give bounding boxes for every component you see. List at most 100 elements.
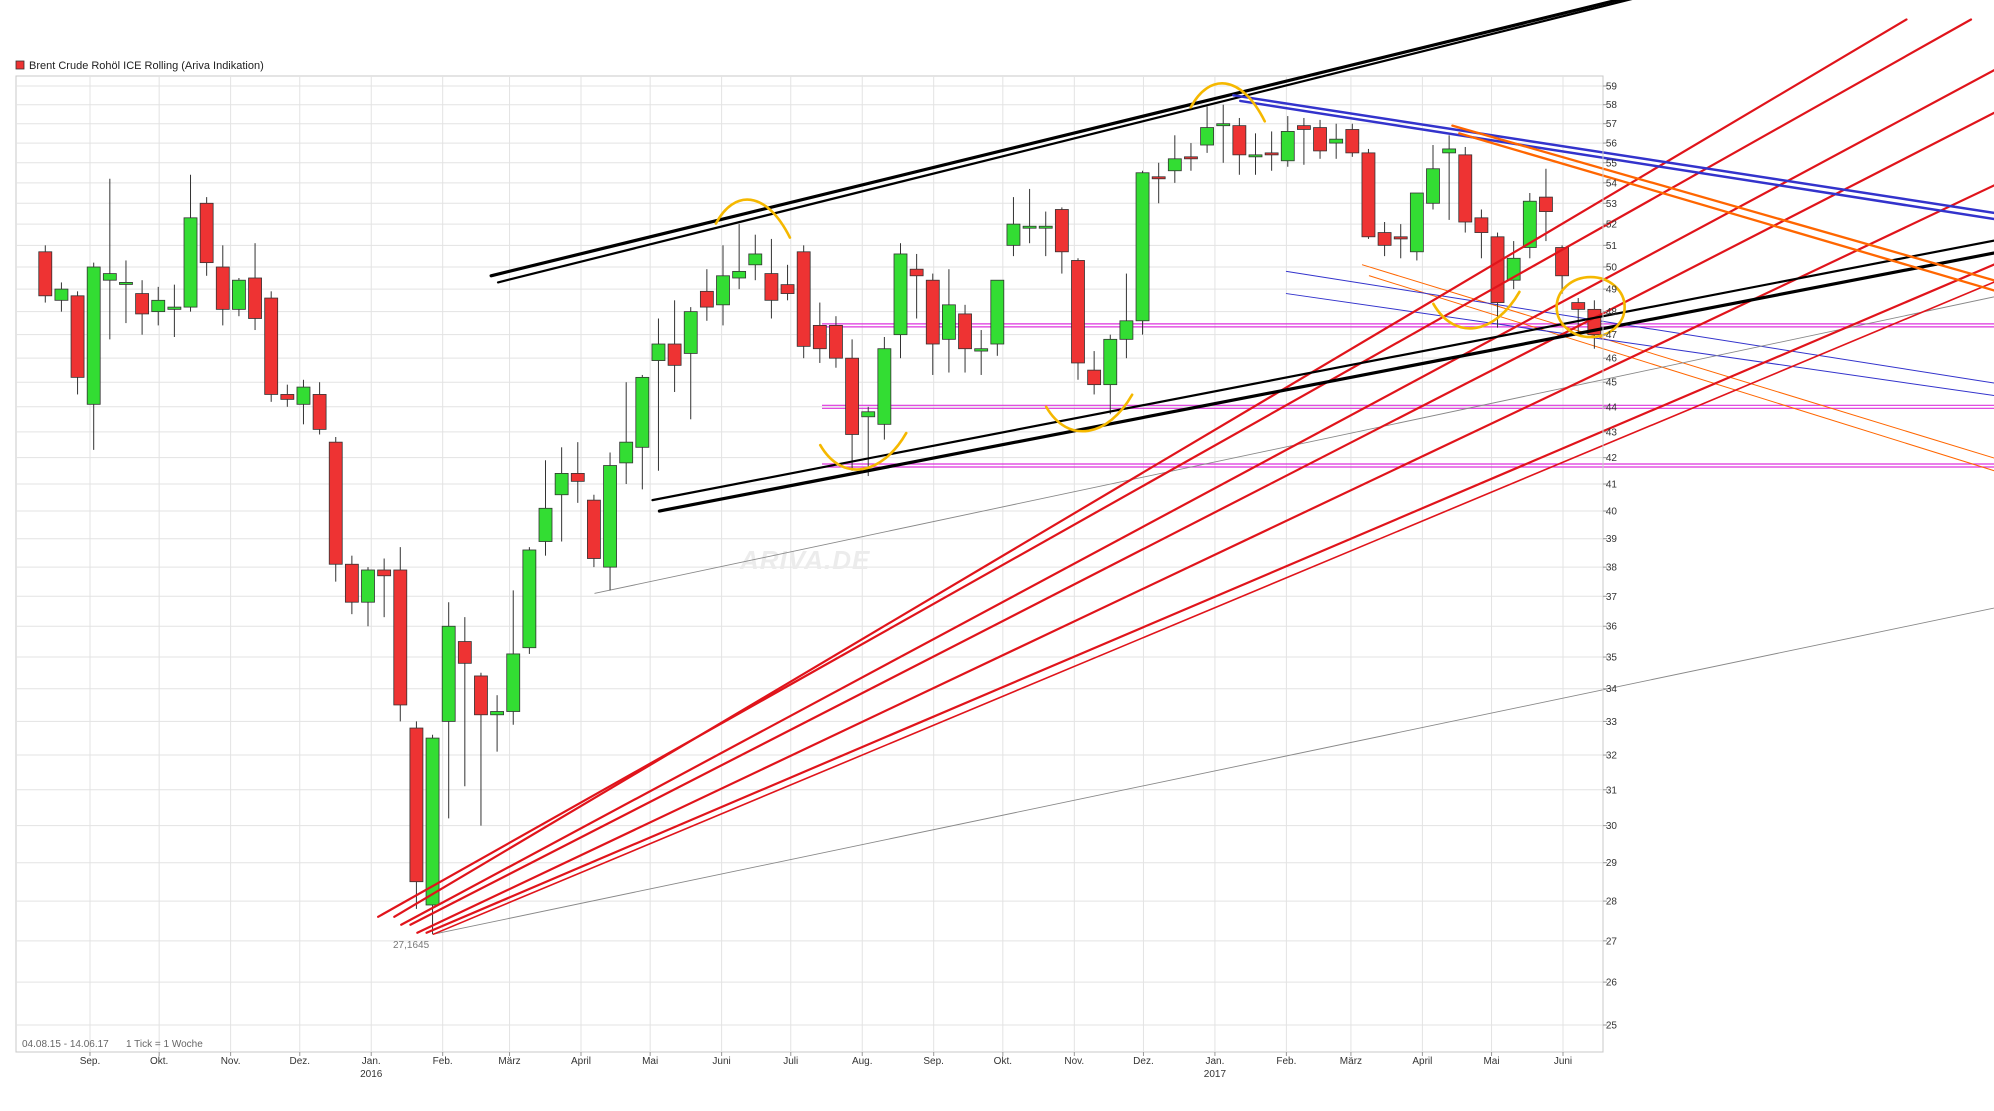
candle-body xyxy=(1071,260,1085,364)
y-tick-label: 47 xyxy=(1606,330,1618,341)
x-year-label: 2016 xyxy=(360,1069,383,1080)
trend-line-red xyxy=(393,18,1908,918)
candle-down xyxy=(312,382,327,435)
y-tick-label: 52 xyxy=(1606,220,1618,231)
candle-body xyxy=(974,348,989,352)
y-tick-label: 41 xyxy=(1606,480,1618,491)
candle-body xyxy=(893,253,908,336)
candle-body xyxy=(425,737,440,906)
candle-body xyxy=(780,284,795,294)
x-axis: Sep. Okt. Nov. Dez. Jan. 2016 Feb. März April Mai… xyxy=(80,1052,1572,1080)
candle-body xyxy=(1329,138,1344,144)
x-tick-label: Sep. xyxy=(923,1056,944,1067)
x-tick-label: Juni xyxy=(1554,1056,1572,1067)
annotation-arc xyxy=(714,198,792,239)
candle-up xyxy=(1038,211,1053,257)
candle-up xyxy=(167,284,182,337)
footer: 04.08.15 - 14.06.17 1 Tick = 1 Woche xyxy=(22,1039,203,1050)
candle-down xyxy=(780,264,795,301)
chart-title: Brent Crude Rohöl ICE Rolling (Ariva Ind… xyxy=(29,60,264,72)
y-tick-label: 35 xyxy=(1606,653,1618,664)
candle-up xyxy=(990,279,1005,356)
candle-body xyxy=(215,266,230,310)
annotation-arc xyxy=(1189,82,1267,123)
y-tick-label: 57 xyxy=(1606,119,1618,130)
y-tick-label: 59 xyxy=(1606,82,1618,93)
candle-body xyxy=(812,324,827,350)
x-tick-label: Juni xyxy=(712,1056,730,1067)
candle-body xyxy=(1442,148,1457,154)
x-tick-label: März xyxy=(498,1056,520,1067)
candle-body xyxy=(716,275,730,306)
candle-body xyxy=(296,386,311,405)
candle-body xyxy=(54,288,69,301)
candle-down xyxy=(135,280,150,335)
candle-body xyxy=(377,569,392,577)
y-tick-label: 45 xyxy=(1606,378,1618,389)
trend-line-orange xyxy=(1458,132,1994,292)
candle-body xyxy=(393,569,408,706)
candle-up xyxy=(1006,197,1021,257)
candle-up xyxy=(619,382,634,485)
trend-line-red xyxy=(425,263,1994,934)
candle-body xyxy=(102,273,117,281)
trend-line-red xyxy=(400,68,1994,926)
footer-range: 04.08.15 - 14.06.17 xyxy=(22,1039,109,1050)
candle-down xyxy=(570,442,585,503)
annotation-circle xyxy=(1555,275,1626,339)
y-tick-label: 55 xyxy=(1606,158,1618,169)
candle-body xyxy=(554,473,569,496)
candle-up xyxy=(748,234,763,281)
candle-body xyxy=(683,311,698,354)
candle-up xyxy=(506,590,521,725)
candle-body xyxy=(280,394,295,400)
y-tick-label: 39 xyxy=(1606,534,1618,545)
candle-down xyxy=(377,558,392,618)
candle-body xyxy=(232,279,246,310)
low-value-label: 27,1645 xyxy=(393,940,430,951)
candle-body xyxy=(1522,200,1537,248)
annotation-arc xyxy=(1432,290,1521,330)
candle-body xyxy=(1393,236,1408,240)
candle-up xyxy=(1103,334,1118,415)
candle-body xyxy=(845,357,859,435)
candle-up xyxy=(151,286,166,326)
candle-body xyxy=(1571,302,1586,310)
candle-body xyxy=(1103,338,1118,386)
x-tick-label: April xyxy=(1412,1056,1432,1067)
candle-body xyxy=(748,253,763,266)
candle-down xyxy=(70,291,85,395)
watermark: ARIVA.DE xyxy=(739,545,870,575)
y-tick-label: 27 xyxy=(1606,936,1618,947)
trend-line-blue xyxy=(1285,293,1994,397)
candle-up xyxy=(554,447,569,542)
candle-up xyxy=(119,260,133,324)
candle-up xyxy=(861,406,876,477)
candle-body xyxy=(1361,152,1376,238)
x-tick-label: Jan. xyxy=(362,1056,381,1067)
candle-down xyxy=(925,273,940,375)
candle-body xyxy=(1054,209,1069,253)
x-tick-label: Mai xyxy=(642,1056,658,1067)
candle-body xyxy=(1409,192,1424,253)
candle-up xyxy=(425,734,440,935)
candles xyxy=(38,104,1602,935)
candle-body xyxy=(1474,217,1489,233)
thin-trend-lines xyxy=(433,264,1994,935)
candle-down xyxy=(845,339,859,471)
trend-line-black xyxy=(657,251,1994,513)
candle-down xyxy=(1458,146,1473,233)
candle-up xyxy=(522,547,537,654)
x-tick-label: Sep. xyxy=(80,1056,101,1067)
candle-down xyxy=(958,304,972,373)
candle-up xyxy=(183,174,198,312)
candle-body xyxy=(1264,152,1279,156)
candle-up xyxy=(716,245,730,326)
x-tick-label: Jan. xyxy=(1205,1056,1224,1067)
y-axis: 25 26 27 28 29 30 31 32 33 34 35 36 37 38 39 40 41 42 43 44… xyxy=(1602,76,1618,1052)
candle-body xyxy=(1167,158,1182,172)
candle-body xyxy=(603,465,617,568)
candle-body xyxy=(990,279,1005,345)
candle-down xyxy=(1345,123,1360,157)
